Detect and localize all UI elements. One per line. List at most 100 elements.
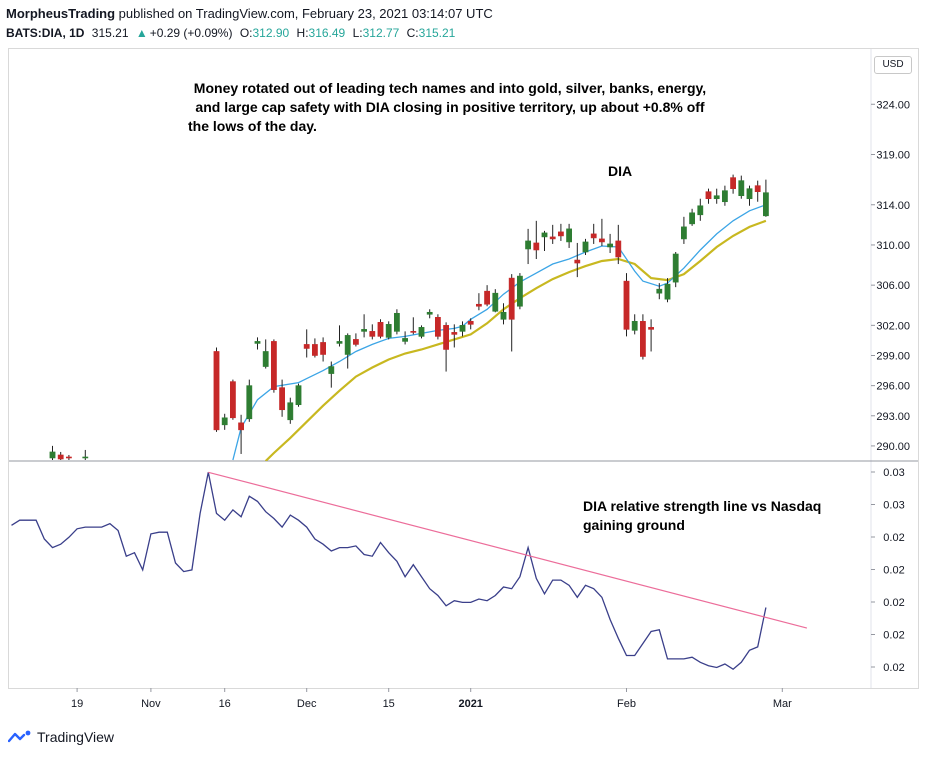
candle-body [730, 177, 736, 189]
candle [623, 273, 630, 337]
candle-body [623, 280, 630, 330]
candle [582, 238, 589, 255]
candle [238, 414, 244, 454]
time-tick-label: Dec [297, 698, 317, 710]
candle-body [664, 283, 671, 300]
dia-label: DIA [608, 163, 633, 179]
candle [664, 278, 671, 303]
candle [631, 314, 638, 335]
candle [410, 317, 417, 335]
candle [385, 321, 392, 340]
candle-body [82, 456, 89, 459]
candle-body [648, 327, 654, 330]
candle-body [451, 332, 458, 335]
candle [525, 228, 531, 265]
price-tick-label: 302.00 [876, 320, 910, 332]
candle-body [57, 454, 64, 460]
candle-body [500, 311, 507, 320]
candle [320, 337, 326, 362]
time-tick-label: Nov [141, 698, 161, 710]
candle [492, 289, 499, 313]
candle-body [615, 240, 622, 258]
currency-button[interactable]: USD [874, 56, 912, 74]
up-arrow-icon: ▲ [135, 26, 148, 40]
candle [393, 309, 400, 335]
candle-body [402, 338, 408, 342]
candle-body [680, 226, 687, 240]
candle [213, 347, 220, 432]
time-tick-label: 2021 [458, 698, 482, 710]
open-label: O: [239, 26, 253, 40]
candle [508, 274, 515, 352]
candle [221, 413, 228, 430]
candle-body [639, 321, 646, 357]
candle-body [607, 243, 613, 248]
main-annotation: Money rotated out of leading tech names … [180, 79, 720, 136]
candle-body [320, 342, 326, 355]
candle-body [434, 317, 441, 337]
candle [762, 179, 769, 217]
candle [295, 383, 302, 407]
candle-body [443, 325, 449, 350]
rs-pane [11, 471, 808, 671]
candle-body [631, 321, 638, 331]
candle-body [697, 205, 704, 216]
candle [230, 379, 236, 420]
symbol-label[interactable]: BATS:DIA, 1D [6, 26, 85, 40]
candle [607, 233, 613, 253]
candle [656, 283, 663, 300]
price-tick-label: 306.00 [876, 280, 910, 292]
candle [434, 314, 441, 340]
main-annotation-line: Money rotated out of leading tech names … [193, 80, 707, 96]
last-price: 315.21 [91, 26, 129, 40]
rs-tick-label: 0.02 [883, 597, 904, 609]
candle [377, 319, 384, 339]
candle [402, 331, 408, 345]
candle-body [533, 242, 540, 251]
candle-body [238, 422, 244, 431]
candle [279, 379, 285, 417]
ema-slow-line [264, 219, 767, 461]
candle [484, 285, 490, 307]
candle-body [221, 417, 228, 426]
candle-body [754, 185, 761, 192]
candle-body [705, 191, 712, 200]
candle [541, 230, 548, 251]
candle [738, 175, 745, 199]
price-tick-label: 296.00 [876, 381, 910, 393]
high-label: H: [296, 26, 309, 40]
candle-body [713, 195, 720, 200]
price-tick-label: 324.00 [876, 99, 910, 111]
candle [672, 251, 679, 288]
rs-annotation: DIA relative strength line vs Nasdaq gai… [583, 497, 821, 535]
candle [270, 339, 277, 393]
time-tick-label: Mar [773, 698, 792, 710]
published-text: published on TradingView.com, February 2… [115, 6, 493, 21]
candle [66, 454, 72, 460]
price-tick-label: 310.00 [876, 240, 910, 252]
price-tick-label: 293.00 [876, 411, 910, 423]
candle-body [213, 351, 220, 431]
rs-annotation-line: DIA relative strength line vs Nasdaq [583, 498, 822, 514]
candle-body [303, 344, 310, 349]
close-label: C: [406, 26, 419, 40]
candle [566, 223, 572, 248]
candle-body [541, 232, 548, 238]
candle-body [492, 292, 499, 312]
candle [311, 338, 318, 358]
footer-brand[interactable]: TradingView [8, 727, 114, 747]
publish-info: MorpheusTrading published on TradingView… [6, 6, 493, 21]
candle [639, 314, 646, 360]
candle [590, 223, 597, 244]
candle-body [295, 385, 302, 406]
candle [713, 188, 720, 204]
price-tick-label: 299.00 [876, 350, 910, 362]
candle-body [230, 381, 236, 419]
rs-tick-label: 0.03 [883, 500, 904, 512]
candle-body [270, 341, 277, 390]
candle-body [566, 228, 572, 243]
candle-body [590, 233, 597, 239]
candle-body [410, 331, 417, 333]
candle [246, 379, 253, 422]
